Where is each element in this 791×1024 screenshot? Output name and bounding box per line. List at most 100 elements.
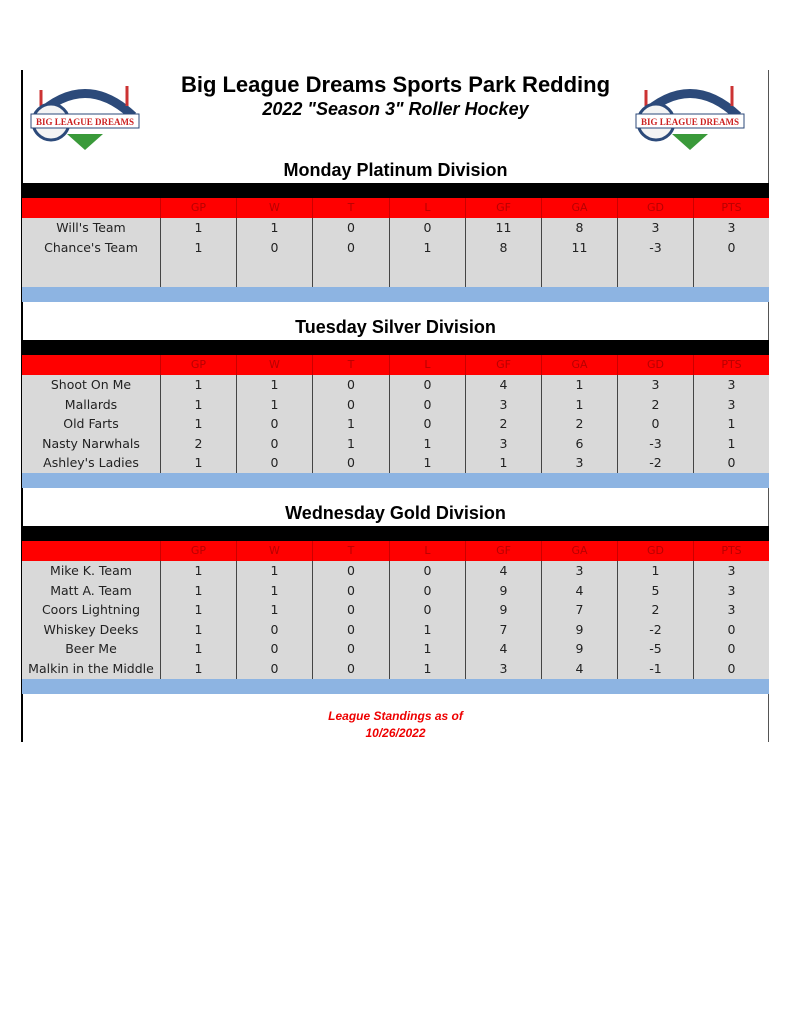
- column-header: GA: [541, 198, 617, 218]
- team-name-cell: Coors Lightning: [41, 602, 141, 618]
- column-header: GP: [160, 541, 236, 561]
- stat-cell: 6: [575, 435, 584, 451]
- stat-cell: 2: [651, 396, 660, 412]
- stat-cell: 3: [575, 563, 584, 578]
- team-name-cell: Ashley's Ladies: [43, 455, 139, 471]
- stat-cell: 8: [499, 239, 508, 255]
- stat-column: 3 -3: [617, 218, 693, 287]
- division-title: Tuesday Silver Division: [295, 317, 496, 337]
- stat-cell: 1: [270, 396, 279, 412]
- stat-cell: 4: [575, 582, 584, 598]
- stat-cell: 1: [194, 377, 203, 392]
- stat-cell: 0: [347, 621, 355, 637]
- column-header: L: [389, 541, 465, 561]
- table-body: Shoot On Me Mallards Old Farts Nasty Narwha…: [22, 375, 769, 473]
- stat-cell: 1: [651, 563, 660, 578]
- column-header: [22, 541, 160, 561]
- stat-cell: 1: [347, 416, 355, 432]
- stat-cell: 3: [499, 396, 508, 412]
- stat-cell: 2: [499, 416, 508, 432]
- column-header: GF: [465, 198, 541, 218]
- stat-cell: 2: [651, 602, 660, 618]
- stat-cell: 3: [651, 377, 660, 392]
- column-header: GP: [160, 355, 236, 375]
- column-header: T: [312, 355, 389, 375]
- stat-cell: 0: [347, 396, 355, 412]
- big-league-dreams-logo-right: BIG LEAGUE DREAMS: [635, 86, 745, 150]
- stat-cell: 0: [270, 435, 279, 451]
- stat-column: 8 11: [541, 218, 617, 287]
- stat-cell: 11: [495, 220, 512, 235]
- division-title: Wednesday Gold Division: [285, 503, 506, 523]
- stat-cell: 9: [499, 582, 508, 598]
- stat-cell: 3: [727, 220, 736, 235]
- stat-cell: 1: [727, 416, 736, 432]
- column-header: [22, 355, 160, 375]
- stat-cell: 0: [270, 641, 279, 657]
- stat-cell: -5: [649, 641, 662, 657]
- stat-cell: 0: [270, 660, 279, 676]
- stat-column: 3 3 3 0 0 0: [693, 561, 769, 679]
- stat-cell: 9: [575, 641, 584, 657]
- stat-cell: 0: [270, 621, 279, 637]
- stat-cell: 7: [575, 602, 584, 618]
- stat-cell: 7: [499, 621, 508, 637]
- stat-cell: 0: [347, 660, 355, 676]
- svg-text:BIG LEAGUE DREAMS: BIG LEAGUE DREAMS: [36, 117, 134, 127]
- stat-cell: 1: [423, 435, 432, 451]
- stat-cell: 0: [727, 621, 736, 637]
- table-body: Will's Team Chance's Team 1 1 1 0 0 0 0 1 11 8 8 11 3-…: [22, 218, 769, 287]
- column-header: GF: [465, 541, 541, 561]
- stat-cell: 3: [499, 435, 508, 451]
- stat-column: 0 0 0 0 0 0: [312, 561, 389, 679]
- stat-cell: -2: [649, 455, 662, 471]
- team-name-cell: Will's Team: [56, 220, 126, 235]
- stat-cell: 1: [194, 660, 203, 676]
- stat-cell: 1: [194, 621, 203, 637]
- stat-cell: 1: [194, 602, 203, 618]
- big-league-dreams-logo-left: BIG LEAGUE DREAMS: [30, 86, 140, 150]
- team-name-column: Mike K. Team Matt A. Team Coors Lightning W…: [22, 561, 160, 679]
- stat-column: 1 1 2 6 3: [541, 375, 617, 473]
- division-footer-band: [22, 679, 769, 694]
- column-header: W: [236, 198, 312, 218]
- footer-date: 10/26/2022: [365, 726, 426, 740]
- column-header: PTS: [693, 355, 769, 375]
- stat-cell: 9: [499, 602, 508, 618]
- team-name-cell: Malkin in the Middle: [28, 660, 154, 676]
- column-header: GD: [617, 198, 693, 218]
- stat-cell: 0: [727, 239, 736, 255]
- column-header: PTS: [693, 541, 769, 561]
- footer-standings-label: League Standings as of: [328, 709, 463, 723]
- team-name-cell: Beer Me: [65, 641, 117, 657]
- stat-cell: 8: [575, 220, 584, 235]
- table-header-row: GP W T L GF GA GD PTS: [22, 355, 769, 375]
- stat-cell: 1: [423, 455, 432, 471]
- stat-column: 11 8: [465, 218, 541, 287]
- column-header: GD: [617, 541, 693, 561]
- column-header: GD: [617, 355, 693, 375]
- stat-cell: 1: [423, 660, 432, 676]
- svg-text:BIG LEAGUE DREAMS: BIG LEAGUE DREAMS: [641, 117, 739, 127]
- stat-cell: 0: [347, 582, 355, 598]
- stat-cell: 2: [194, 435, 203, 451]
- stat-cell: 1: [270, 602, 279, 618]
- stat-cell: 0: [270, 239, 279, 255]
- stat-column: 1 1 1 0 0 0: [236, 561, 312, 679]
- team-name-cell: Old Farts: [63, 416, 119, 432]
- stat-cell: 0: [347, 455, 355, 471]
- table-body: Mike K. Team Matt A. Team Coors Lightning W…: [22, 561, 769, 679]
- stat-cell: 0: [727, 641, 736, 657]
- stat-column: 4 3 2 3 1: [465, 375, 541, 473]
- stat-cell: 0: [347, 563, 355, 578]
- stat-cell: 1: [194, 239, 203, 255]
- stat-cell: 3: [499, 660, 508, 676]
- division-footer-band: [22, 287, 769, 302]
- stat-cell: 3: [727, 377, 736, 392]
- stat-cell: 1: [270, 220, 279, 235]
